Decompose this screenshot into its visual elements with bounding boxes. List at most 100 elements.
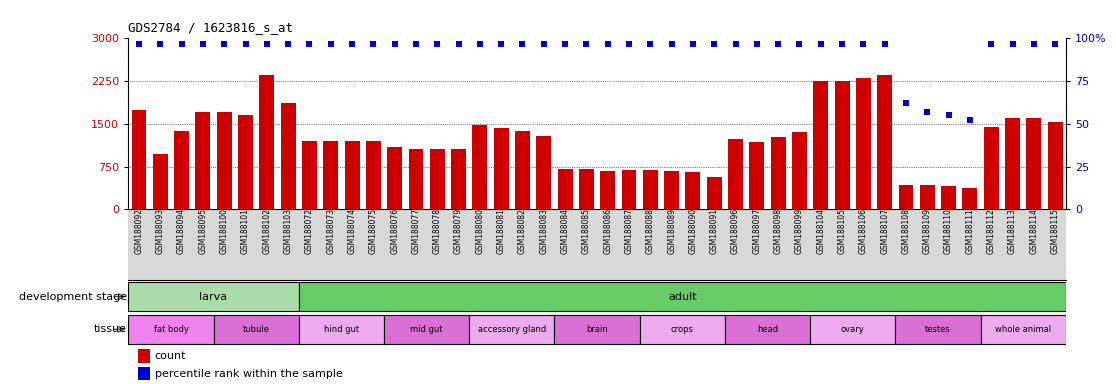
Bar [792,132,807,209]
Bar [387,147,402,209]
Text: larva: larva [200,291,228,302]
Point [940,112,958,118]
Bar [128,282,299,311]
Bar [664,170,679,209]
Bar [384,314,469,344]
Bar [302,141,317,209]
Bar [771,137,786,209]
Text: head: head [757,325,778,334]
Bar [895,314,981,344]
Bar [153,154,167,209]
Point [790,40,808,46]
Point [215,40,233,46]
Bar [643,170,657,209]
Bar [725,314,810,344]
Text: mid gut: mid gut [411,325,443,334]
Bar [639,314,725,344]
Text: adult: adult [668,291,696,302]
Bar [941,187,956,209]
Bar [898,185,913,209]
Point [386,40,404,46]
Bar [1006,118,1020,209]
Bar [430,149,444,209]
Point [748,40,766,46]
Bar [706,177,722,209]
Bar [259,75,275,209]
Bar [137,367,150,380]
Point [429,40,446,46]
Bar [281,103,296,209]
Bar [238,115,253,209]
Bar [579,169,594,209]
Bar [1027,118,1041,209]
Point [876,40,894,46]
Bar [877,75,892,209]
Text: accessory gland: accessory gland [478,325,546,334]
Bar [137,349,150,363]
Point [173,40,191,46]
Point [982,40,1000,46]
Text: crops: crops [671,325,694,334]
Bar [537,136,551,209]
Point [663,40,681,46]
Text: hind gut: hind gut [324,325,359,334]
Point [194,40,212,46]
Bar [408,149,423,209]
Text: tubule: tubule [242,325,270,334]
Point [577,40,595,46]
Bar [128,314,213,344]
Point [492,40,510,46]
Bar [1048,122,1062,209]
Point [152,40,170,46]
Point [237,40,254,46]
Bar [814,81,828,209]
Bar [299,282,1066,311]
Point [450,40,468,46]
Bar [345,141,359,209]
Bar [856,78,870,209]
Point [556,40,574,46]
Bar [299,314,384,344]
Point [471,40,489,46]
Point [1003,40,1021,46]
Point [811,40,829,46]
Point [365,40,383,46]
Bar [195,113,210,209]
Text: GDS2784 / 1623816_s_at: GDS2784 / 1623816_s_at [128,21,294,34]
Point [1024,40,1042,46]
Text: brain: brain [586,325,608,334]
Bar [750,142,764,209]
Bar [728,139,743,209]
Bar [685,172,701,209]
Point [321,40,339,46]
Point [684,40,702,46]
Point [642,40,660,46]
Point [131,40,148,46]
Bar [600,170,615,209]
Bar [324,141,338,209]
Bar [217,113,232,209]
Bar [174,131,189,209]
Bar [835,81,849,209]
Point [343,40,360,46]
Bar [981,314,1066,344]
Text: count: count [155,351,186,361]
Text: whole animal: whole animal [995,325,1051,334]
Text: ovary: ovary [840,325,865,334]
Point [258,40,276,46]
Bar [810,314,895,344]
Bar [213,314,299,344]
Point [620,40,638,46]
Point [769,40,787,46]
Bar [555,314,639,344]
Point [834,40,852,46]
Point [279,40,297,46]
Bar [558,169,573,209]
Point [535,40,552,46]
Bar [920,185,935,209]
Bar [622,170,636,209]
Bar [514,131,530,209]
Text: percentile rank within the sample: percentile rank within the sample [155,369,343,379]
Bar [493,128,509,209]
Point [727,40,744,46]
